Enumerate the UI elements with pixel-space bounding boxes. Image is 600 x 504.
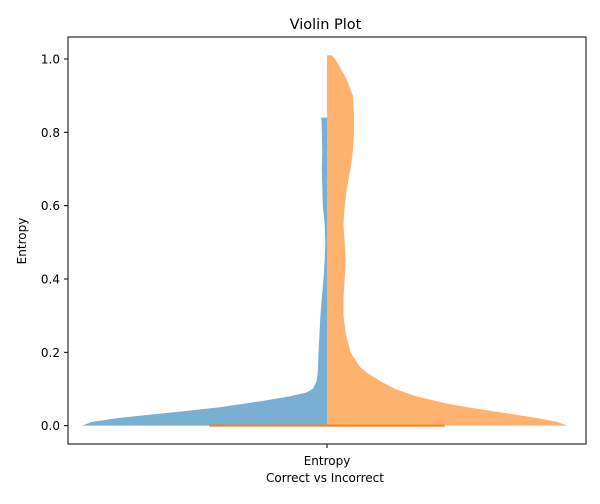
violin-half-left [82,117,327,426]
y-tick-label: 0.4 [41,273,60,287]
y-axis: 0.0 0.2 0.4 0.6 0.8 1.0 [41,53,68,433]
x-axis: Entropy [304,444,351,468]
x-axis-label: Correct vs Incorrect [266,471,384,485]
y-tick-label: 0.0 [41,419,60,433]
y-tick-label: 0.6 [41,199,60,213]
y-axis-label: Entropy [15,218,29,265]
x-tick-label: Entropy [304,454,351,468]
chart-title: Violin Plot [290,17,362,33]
violin-half-right [327,55,568,426]
y-tick-label: 1.0 [41,53,60,67]
y-tick-label: 0.2 [41,346,60,360]
y-tick-label: 0.8 [41,126,60,140]
violin-layer [82,55,568,426]
